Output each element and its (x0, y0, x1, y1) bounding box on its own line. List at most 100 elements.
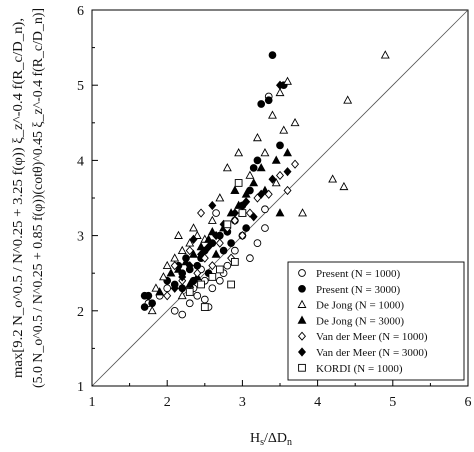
data-point-series-2 (279, 125, 289, 134)
data-point-series-3 (189, 249, 198, 258)
y-tick-label: 5 (77, 79, 84, 94)
data-point-series-4 (230, 215, 239, 226)
data-point-series-3 (260, 185, 270, 194)
legend-marker (298, 269, 306, 277)
data-point-series-4 (193, 268, 202, 278)
data-point-series-1 (249, 164, 258, 172)
data-point-series-3 (181, 257, 191, 266)
data-point-series-1 (268, 51, 277, 59)
data-point-series-0 (200, 295, 209, 304)
data-point-series-4 (185, 246, 194, 256)
data-point-series-5 (268, 174, 277, 184)
data-point-series-2 (185, 238, 195, 247)
data-point-series-3 (234, 200, 244, 209)
x-tick-label: 4 (314, 395, 321, 410)
data-point-series-1 (253, 156, 262, 165)
data-point-series-3 (166, 268, 176, 277)
data-point-series-3 (256, 163, 266, 172)
data-point-series-1 (257, 100, 266, 108)
data-point-series-3 (204, 234, 214, 243)
y-tick-label: 1 (77, 380, 84, 395)
legend-entry-label: Van der Meer (N = 3000) (316, 347, 428, 359)
data-point-series-2 (207, 215, 217, 224)
data-point-series-3 (271, 155, 281, 164)
data-point-series-4 (208, 261, 217, 271)
reference-line (91, 9, 469, 387)
legend-box (287, 261, 465, 381)
data-point-series-0 (215, 276, 224, 285)
data-point-series-6 (227, 280, 235, 289)
data-point-series-6 (185, 288, 194, 296)
data-point-series-3 (185, 279, 195, 288)
data-point-series-2 (177, 290, 187, 300)
data-point-series-2 (147, 305, 157, 315)
data-point-series-2 (151, 283, 161, 292)
data-point-series-2 (283, 76, 292, 85)
data-point-series-0 (208, 284, 217, 293)
data-point-series-3 (196, 242, 206, 251)
data-point-series-1 (178, 284, 187, 293)
data-point-series-1 (276, 141, 284, 150)
data-point-series-5 (249, 212, 258, 222)
data-point-series-4 (238, 231, 247, 241)
data-point-series-2 (189, 223, 198, 232)
data-point-series-5 (204, 242, 213, 252)
data-point-series-2 (170, 253, 180, 262)
x-tick-label: 1 (89, 395, 96, 410)
data-point-series-2 (162, 260, 172, 270)
data-point-series-3 (207, 226, 217, 236)
data-point-series-0 (253, 239, 262, 247)
legend-marker (297, 315, 307, 324)
data-point-series-0 (231, 246, 239, 255)
data-point-series-5 (230, 208, 239, 218)
data-point-series-0 (185, 299, 194, 308)
y-tick-label: 4 (77, 154, 84, 169)
y-axis-label-line1: max[9.2 N_o^0.5 / N^0.25 + 3.25 f(φ)) ξ_… (11, 18, 26, 378)
data-point-series-2 (234, 148, 244, 157)
data-point-series-1 (264, 96, 273, 105)
data-point-series-0 (261, 224, 269, 232)
data-point-series-6 (200, 303, 209, 311)
legend-entry-label: Present (N = 3000) (316, 284, 400, 296)
data-point-series-2 (252, 132, 262, 142)
data-point-series-2 (275, 87, 285, 97)
data-point-series-0 (261, 205, 269, 214)
data-point-series-2 (158, 272, 168, 281)
data-point-series-0 (212, 209, 220, 217)
legend-marker (298, 347, 306, 357)
data-point-series-1 (219, 246, 228, 255)
data-point-series-2 (192, 230, 202, 239)
data-point-series-5 (170, 283, 179, 293)
data-point-series-1 (144, 291, 153, 300)
legend-entry-label: KORDI (N = 1000) (316, 363, 403, 375)
data-point-series-2 (343, 95, 353, 104)
data-point-series-2 (222, 163, 232, 172)
x-tick-label: 5 (389, 395, 396, 410)
legend-entry-label: De Jong (N = 3000) (316, 315, 404, 327)
data-point-series-5 (208, 200, 217, 211)
data-point-series-1 (193, 261, 202, 270)
legend-entry-label: Van der Meer (N = 1000) (316, 331, 428, 343)
data-point-series-1 (148, 299, 157, 308)
data-point-series-4 (276, 170, 284, 181)
data-point-series-2 (290, 117, 300, 127)
data-point-series-4 (163, 291, 172, 301)
data-point-series-2 (271, 178, 281, 187)
data-point-series-1 (140, 303, 149, 311)
data-point-series-5 (257, 189, 266, 199)
data-point-series-6 (223, 220, 232, 229)
data-point-series-2 (328, 174, 338, 183)
legend-entry-label: Present (N = 1000) (316, 268, 400, 280)
data-point-series-3 (283, 148, 292, 157)
data-point-series-5 (197, 249, 206, 259)
data-point-series-4 (215, 238, 224, 248)
data-point-series-1 (227, 239, 235, 247)
data-point-series-3 (211, 249, 221, 258)
data-points (140, 50, 390, 319)
data-point-series-2 (268, 110, 277, 119)
data-point-series-3 (155, 287, 165, 296)
data-point-series-6 (208, 273, 217, 281)
data-point-series-2 (215, 193, 225, 202)
data-point-series-0 (163, 284, 172, 293)
y-tick-label: 3 (77, 230, 84, 245)
